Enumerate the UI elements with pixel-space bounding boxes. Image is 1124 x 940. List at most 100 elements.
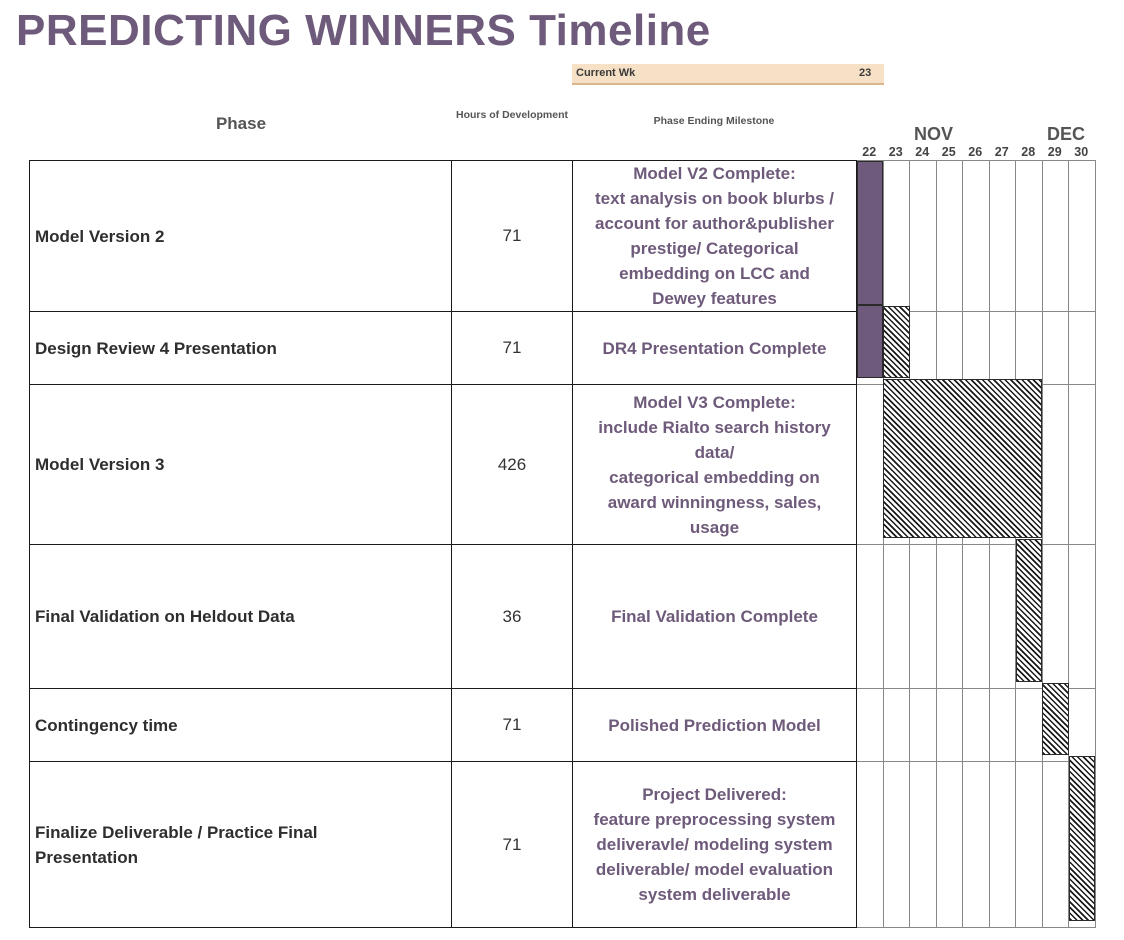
- calendar-cell: [962, 688, 990, 762]
- calendar-cell: [1015, 761, 1043, 928]
- calendar-cell: [988, 311, 1016, 385]
- milestone-text: Final Validation Complete: [611, 607, 818, 626]
- milestone-cell: Final Validation Complete: [572, 544, 857, 689]
- calendar-cell: [1041, 384, 1069, 545]
- phase-cell: Finalize Deliverable / Practice Final Pr…: [29, 761, 452, 928]
- calendar-cell: [1068, 311, 1096, 385]
- gantt-bar: [883, 379, 1042, 538]
- hours-cell: 426: [451, 384, 573, 545]
- hours-cell: 71: [451, 311, 573, 385]
- gantt-bar: [1015, 539, 1042, 682]
- week-number-26: 26: [968, 145, 983, 159]
- phase-cell: Contingency time: [29, 688, 452, 762]
- calendar-cell: [882, 544, 910, 689]
- calendar-cell: [856, 544, 884, 689]
- table-row: Model Version 2 71 Model V2 Complete: text…: [29, 160, 1096, 312]
- calendar-cell: [856, 761, 884, 928]
- gantt-bar: [883, 306, 910, 378]
- calendar-cell: [856, 688, 884, 762]
- hours-column-header: Hours of Development: [455, 109, 568, 121]
- gantt-bar: [856, 161, 883, 305]
- milestone-cell: Polished Prediction Model: [572, 688, 857, 762]
- gantt-bar: [1042, 683, 1069, 755]
- calendar-cell: [935, 761, 963, 928]
- week-number-28: 28: [1021, 145, 1036, 159]
- milestone-cell: Model V3 Complete: include Rialto search…: [572, 384, 857, 545]
- week-number-27: 27: [994, 145, 1009, 159]
- calendar-cell: [1015, 160, 1043, 312]
- calendar-cell: [988, 160, 1016, 312]
- calendar-cell: [988, 688, 1016, 762]
- calendar-cell: [1068, 544, 1096, 689]
- hours-cell: 36: [451, 544, 573, 689]
- current-week-label: Current Wk: [576, 67, 636, 79]
- calendar-cell: [935, 160, 963, 312]
- calendar-cell: [1041, 160, 1069, 312]
- calendar-cell: [962, 311, 990, 385]
- calendar-cell: [882, 761, 910, 928]
- calendar-cell: [1015, 688, 1043, 762]
- week-number-25: 25: [941, 145, 956, 159]
- milestone-cell: DR4 Presentation Complete: [572, 311, 857, 385]
- gantt-table: Model Version 2 71 Model V2 Complete: text…: [29, 160, 1096, 928]
- week-number-29: 29: [1047, 145, 1062, 159]
- calendar-cell: [935, 688, 963, 762]
- calendar-cell: [1068, 384, 1096, 545]
- phase-cell: Design Review 4 Presentation: [29, 311, 452, 385]
- calendar-cell: [935, 544, 963, 689]
- hours-cell: 71: [451, 688, 573, 762]
- calendar-cell: [962, 544, 990, 689]
- milestone-text: DR4 Presentation Complete: [602, 338, 827, 358]
- calendar-cell: [988, 761, 1016, 928]
- week-number-24: 24: [915, 145, 930, 159]
- phase-cell: Final Validation on Heldout Data: [29, 544, 452, 689]
- phase-name: Model Version 2: [35, 226, 165, 246]
- calendar-cell: [1041, 761, 1069, 928]
- milestone-text: Model V3 Complete: include Rialto search…: [598, 392, 831, 537]
- milestone-cell: Project Delivered: feature preprocessing…: [572, 761, 857, 928]
- calendar-cell: [1068, 688, 1096, 762]
- calendar-cell: [1015, 311, 1043, 385]
- calendar-cell: [962, 160, 990, 312]
- phase-name: Design Review 4 Presentation: [35, 338, 277, 358]
- calendar-cell: [909, 160, 937, 312]
- calendar-cell: [1041, 544, 1069, 689]
- calendar-cell: [909, 761, 937, 928]
- gantt-bar: [1068, 756, 1095, 921]
- calendar-cell: [1068, 160, 1096, 312]
- week-number-23: 23: [888, 145, 903, 159]
- calendar-cell: [882, 160, 910, 312]
- month-label-nov: NOV: [914, 124, 954, 144]
- phase-cell: Model Version 2: [29, 160, 452, 312]
- phase-name: Model Version 3: [35, 455, 165, 474]
- calendar-cell: [988, 544, 1016, 689]
- calendar-cell: [935, 311, 963, 385]
- calendar-cell: [962, 761, 990, 928]
- hours-cell: 71: [451, 160, 573, 312]
- current-week-value: 23: [859, 67, 872, 79]
- month-label-dec: DEC: [1047, 124, 1086, 144]
- phase-name: Finalize Deliverable / Practice Final Pr…: [35, 822, 318, 867]
- table-row: Contingency time 71 Polished Prediction Mo…: [29, 688, 1096, 762]
- phase-name: Contingency time: [35, 715, 178, 735]
- table-row: Finalize Deliverable / Practice Final Pr…: [29, 761, 1096, 928]
- gantt-bar-extension: [856, 305, 883, 378]
- calendar-cell: [882, 688, 910, 762]
- calendar-cell: [909, 688, 937, 762]
- current-week-indicator: Current Wk 23: [572, 64, 884, 85]
- page-title: PREDICTING WINNERS Timeline: [16, 6, 711, 55]
- calendar-cell: [909, 311, 937, 385]
- week-number-22: 22: [862, 145, 877, 159]
- milestone-cell: Model V2 Complete: text analysis on book…: [572, 160, 857, 312]
- milestone-text: Project Delivered: feature preprocessing…: [593, 785, 836, 904]
- milestone-text: Model V2 Complete: text analysis on book…: [595, 164, 834, 308]
- calendar-cell: [856, 384, 884, 545]
- milestone-column-header: Phase Ending Milestone: [653, 115, 775, 127]
- calendar-cell: [1041, 311, 1069, 385]
- milestone-text: Polished Prediction Model: [608, 715, 821, 735]
- table-row: Design Review 4 Presentation 71 DR4 Presen…: [29, 311, 1096, 385]
- week-number-30: 30: [1074, 145, 1089, 159]
- phase-cell: Model Version 3: [29, 384, 452, 545]
- phase-name: Final Validation on Heldout Data: [35, 607, 295, 626]
- phase-column-header: Phase: [215, 114, 267, 133]
